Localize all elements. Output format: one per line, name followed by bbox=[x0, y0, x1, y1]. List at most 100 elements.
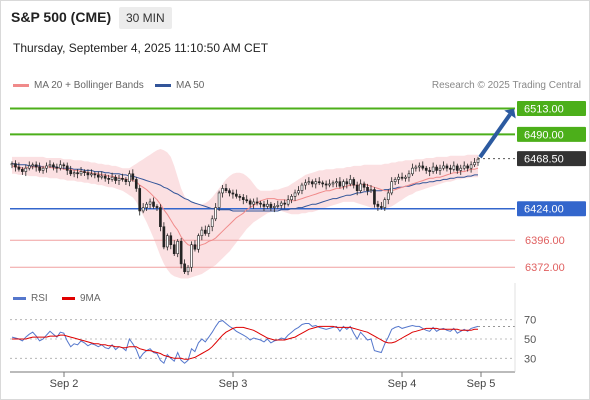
candle-89 bbox=[317, 177, 321, 186]
candle-59 bbox=[214, 203, 217, 222]
candle-body-23 bbox=[90, 173, 93, 176]
candle-body-123 bbox=[435, 166, 438, 171]
candle-body-111 bbox=[393, 179, 397, 182]
candle-body-126 bbox=[445, 165, 449, 169]
candle-body-120 bbox=[424, 167, 428, 171]
candle-93 bbox=[331, 180, 335, 188]
candle-body-86 bbox=[307, 181, 311, 184]
candle-61 bbox=[221, 185, 224, 198]
candle-body-85 bbox=[304, 182, 307, 186]
candle-body-107 bbox=[380, 206, 383, 208]
candle-2 bbox=[17, 162, 21, 172]
candle-17 bbox=[69, 165, 73, 177]
candle-1 bbox=[14, 160, 17, 172]
candle-body-89 bbox=[317, 181, 321, 184]
candle-3 bbox=[21, 167, 24, 175]
candle-55 bbox=[200, 226, 204, 241]
candle-121 bbox=[428, 167, 432, 177]
candle-body-43 bbox=[159, 207, 162, 228]
candle-body-49 bbox=[179, 241, 183, 265]
candle-11 bbox=[48, 160, 52, 169]
candle-63 bbox=[228, 188, 231, 197]
candle-79 bbox=[283, 199, 287, 209]
candle-body-33 bbox=[124, 179, 128, 182]
legend-ma9: 9MA bbox=[62, 293, 101, 304]
rsi-panel: 70 50 30 bbox=[10, 315, 536, 365]
candle-body-21 bbox=[83, 171, 86, 173]
timeframe-button[interactable]: 30 MIN bbox=[119, 7, 172, 29]
candle-body-135 bbox=[476, 158, 480, 163]
candle-48 bbox=[176, 239, 180, 258]
legend-ma20: MA 20 + Bollinger Bands bbox=[13, 80, 144, 91]
candle-body-132 bbox=[466, 165, 469, 169]
candle-118 bbox=[417, 162, 421, 172]
candle-131 bbox=[462, 161, 466, 171]
candle-47 bbox=[172, 240, 176, 256]
candle-body-34 bbox=[128, 173, 131, 182]
candle-10 bbox=[45, 162, 48, 173]
ma20-swatch bbox=[13, 84, 29, 87]
candle-29 bbox=[110, 172, 114, 182]
candle-body-44 bbox=[162, 226, 166, 248]
candle-6 bbox=[31, 162, 35, 170]
candle-28 bbox=[107, 174, 110, 184]
candle-86 bbox=[307, 177, 311, 186]
candle-128 bbox=[452, 161, 456, 172]
candle-body-79 bbox=[283, 202, 287, 205]
legend-ma50: MA 50 bbox=[155, 80, 204, 91]
candle-37 bbox=[138, 185, 142, 216]
candle-body-3 bbox=[21, 168, 24, 172]
candle-body-119 bbox=[421, 165, 425, 169]
candle-15 bbox=[62, 162, 66, 170]
x-tick-label-3: Sep 5 bbox=[467, 378, 496, 390]
candle-36 bbox=[134, 177, 138, 192]
candle-body-81 bbox=[290, 196, 293, 200]
candle-body-110 bbox=[390, 181, 394, 194]
candle-body-26 bbox=[100, 175, 104, 178]
credit-text: Research © 2025 Trading Central bbox=[431, 80, 581, 91]
candle-body-134 bbox=[473, 162, 476, 166]
candle-body-92 bbox=[328, 183, 331, 186]
candle-120 bbox=[424, 165, 428, 174]
candle-9 bbox=[41, 165, 45, 174]
candle-body-25 bbox=[96, 174, 100, 178]
candle-body-128 bbox=[452, 165, 456, 170]
candle-body-101 bbox=[359, 183, 362, 191]
candle-113 bbox=[400, 172, 404, 181]
level-label-4: 6396.00 bbox=[525, 235, 565, 247]
candle-75 bbox=[269, 201, 273, 211]
candle-body-12 bbox=[52, 164, 55, 168]
level-label-2: 6468.50 bbox=[524, 154, 564, 166]
ma20-line bbox=[11, 165, 479, 247]
candle-body-52 bbox=[190, 244, 193, 268]
candle-body-60 bbox=[217, 192, 221, 208]
moving-averages bbox=[11, 163, 479, 247]
candle-body-37 bbox=[138, 188, 142, 212]
legend-rsi: RSI bbox=[13, 293, 48, 304]
candle-body-28 bbox=[107, 178, 110, 180]
candle-body-41 bbox=[152, 201, 155, 207]
candle-body-88 bbox=[314, 181, 318, 185]
candle-body-62 bbox=[224, 188, 228, 191]
candle-130 bbox=[459, 164, 463, 175]
candle-4 bbox=[24, 164, 28, 177]
candle-51 bbox=[186, 264, 190, 276]
candle-58 bbox=[210, 215, 214, 232]
candle-body-63 bbox=[228, 190, 231, 194]
candle-127 bbox=[449, 164, 452, 174]
candle-body-35 bbox=[131, 173, 135, 180]
candle-41 bbox=[152, 197, 155, 209]
candle-body-56 bbox=[203, 229, 207, 234]
candle-104 bbox=[369, 185, 373, 193]
level-tag-2 bbox=[517, 151, 586, 167]
candle-32 bbox=[121, 173, 124, 182]
candle-81 bbox=[290, 194, 293, 204]
candle-body-118 bbox=[417, 165, 421, 168]
candle-132 bbox=[466, 163, 469, 172]
candle-body-20 bbox=[79, 171, 83, 175]
candle-129 bbox=[455, 163, 459, 174]
candle-25 bbox=[96, 171, 100, 182]
candle-96 bbox=[342, 179, 345, 190]
candle-122 bbox=[431, 162, 435, 174]
candle-97 bbox=[345, 178, 349, 189]
